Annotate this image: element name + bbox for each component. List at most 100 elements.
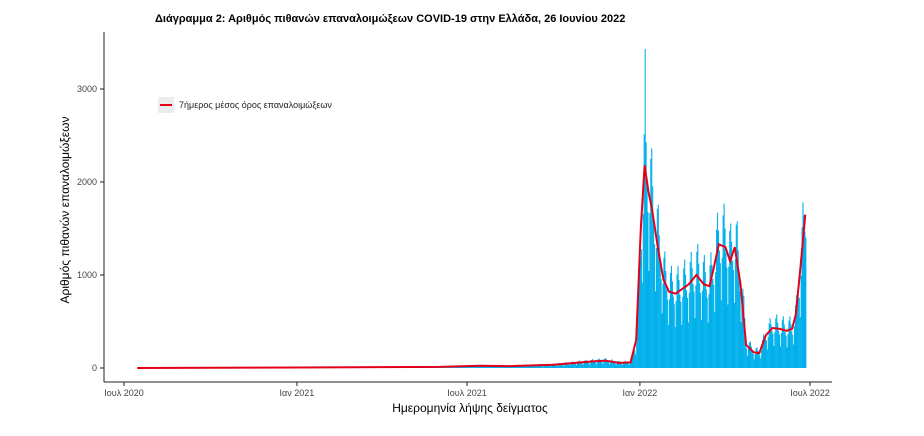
daily-bar	[548, 365, 550, 368]
daily-bar	[799, 317, 801, 368]
daily-bar	[686, 298, 688, 368]
daily-bar	[514, 366, 517, 368]
daily-bar	[622, 365, 624, 368]
daily-bar	[650, 158, 652, 369]
daily-bar	[757, 350, 759, 368]
daily-bar	[798, 297, 800, 368]
daily-bar	[578, 360, 580, 368]
daily-bar	[602, 364, 604, 368]
daily-bar	[674, 326, 676, 368]
daily-bar	[585, 359, 587, 368]
daily-bar	[645, 142, 647, 368]
daily-bar	[801, 227, 803, 368]
daily-bar	[661, 313, 663, 368]
daily-bar	[607, 361, 609, 368]
daily-bar	[698, 263, 700, 368]
daily-bar	[603, 361, 605, 368]
daily-bar	[695, 285, 697, 368]
daily-bar	[575, 363, 577, 368]
daily-bar	[679, 294, 681, 368]
daily-bar	[553, 364, 555, 368]
daily-bar	[669, 273, 672, 368]
daily-bar	[652, 186, 654, 368]
daily-bar	[574, 363, 576, 368]
daily-bar	[619, 362, 621, 368]
y-axis-label: Αριθμός πιθανών επαναλοιμώξεων	[58, 116, 72, 303]
daily-bar	[601, 361, 603, 368]
daily-bar	[606, 359, 608, 368]
daily-bar	[678, 280, 680, 368]
daily-bar	[772, 334, 774, 368]
daily-bar	[687, 322, 689, 368]
daily-bar	[722, 215, 724, 368]
daily-bar	[720, 300, 722, 368]
daily-bar	[468, 366, 470, 368]
daily-bar	[607, 362, 610, 368]
legend-label: 7ήμερος μέσος όρος επαναλοιμώξεων	[179, 100, 332, 110]
daily-bar	[541, 365, 543, 368]
daily-bar	[700, 320, 703, 368]
daily-bar	[725, 253, 727, 368]
daily-bar	[646, 187, 648, 368]
daily-bar	[729, 230, 731, 368]
daily-bar	[634, 350, 636, 368]
daily-bar	[463, 366, 465, 368]
daily-bar	[584, 360, 586, 368]
daily-bar	[663, 257, 665, 368]
daily-bar	[689, 261, 691, 368]
daily-bar	[715, 272, 717, 368]
daily-bar	[567, 363, 569, 368]
daily-bar	[565, 362, 567, 368]
daily-bar	[633, 352, 635, 368]
daily-bar	[752, 353, 754, 368]
daily-bar	[653, 223, 655, 368]
daily-bar	[596, 361, 598, 368]
daily-bar	[705, 289, 707, 368]
daily-bar	[559, 362, 561, 368]
daily-bar	[557, 364, 559, 368]
daily-bar	[737, 250, 739, 368]
daily-bar	[482, 365, 484, 368]
daily-bar	[595, 364, 597, 368]
daily-bar	[776, 314, 778, 368]
daily-bar	[719, 263, 721, 368]
daily-bar	[564, 362, 566, 368]
daily-bar	[681, 324, 683, 368]
daily-bar	[716, 212, 719, 368]
daily-bar	[508, 366, 510, 368]
daily-bar	[530, 365, 532, 368]
daily-bar	[617, 361, 619, 368]
daily-bar	[782, 316, 784, 368]
daily-bar	[778, 330, 780, 368]
daily-bar	[554, 364, 556, 368]
daily-bar	[730, 223, 732, 368]
daily-bar	[758, 353, 760, 368]
daily-bar	[626, 362, 628, 368]
daily-bar	[641, 282, 643, 368]
daily-bar	[750, 346, 752, 368]
daily-bar	[535, 365, 537, 368]
daily-bar	[569, 365, 571, 368]
daily-bar	[670, 265, 673, 368]
daily-bar	[716, 229, 718, 368]
daily-bar	[664, 251, 666, 368]
daily-bar	[763, 336, 766, 368]
daily-bar	[765, 340, 767, 368]
daily-bar	[635, 354, 637, 368]
daily-bar	[794, 326, 796, 368]
daily-bar	[666, 289, 668, 368]
daily-bar	[523, 366, 525, 368]
daily-bar	[696, 251, 698, 369]
daily-bar	[755, 348, 757, 368]
daily-bar	[796, 294, 798, 368]
daily-bar	[590, 362, 592, 368]
daily-bar	[654, 291, 657, 368]
daily-bars	[156, 49, 807, 369]
daily-bar	[609, 362, 611, 368]
daily-bar	[704, 272, 706, 368]
daily-bar	[781, 319, 783, 368]
daily-bar	[618, 360, 620, 368]
daily-bar	[728, 266, 730, 368]
daily-bar	[683, 268, 685, 368]
daily-bar	[724, 228, 726, 368]
